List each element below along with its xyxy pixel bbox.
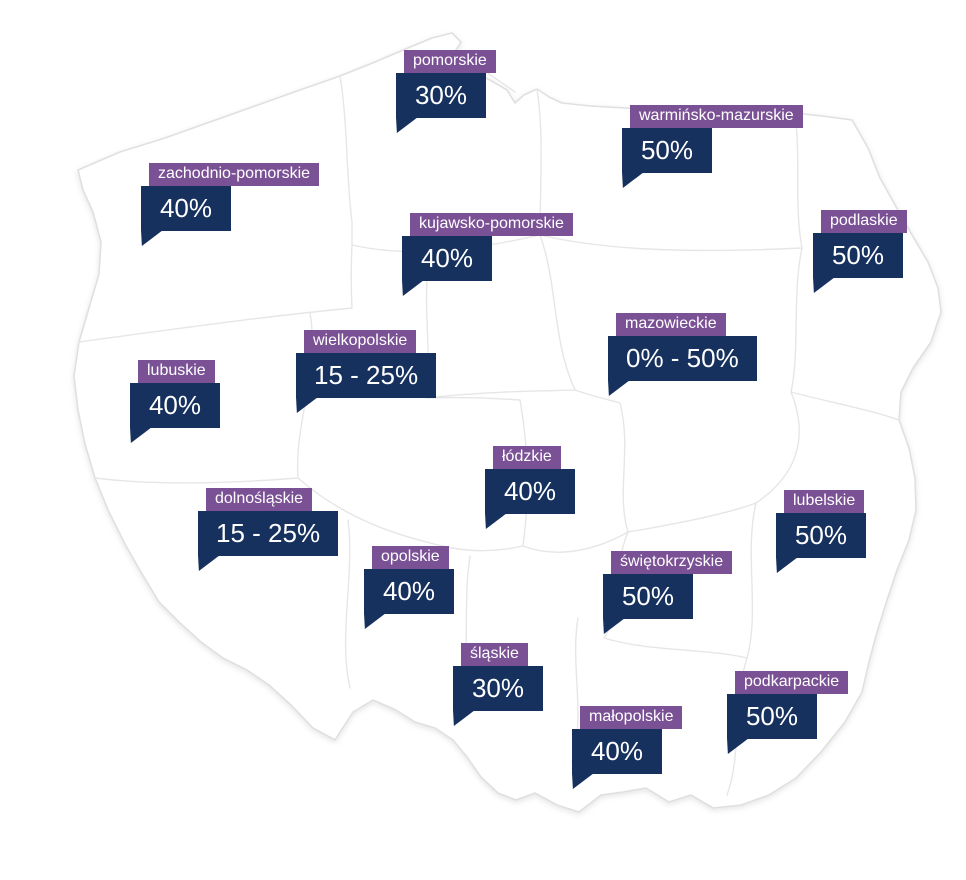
region-name-tag: śląskie: [461, 643, 528, 666]
region-marker-0: pomorskie 30%: [396, 50, 496, 118]
region-name: podkarpackie: [744, 673, 840, 690]
region-name: łódzkie: [502, 448, 552, 465]
region-value-bubble: 0% - 50%: [608, 336, 757, 381]
region-name-tag: warmińsko-mazurskie: [630, 105, 803, 128]
region-name: lubuskie: [147, 362, 206, 379]
region-marker-9: dolnośląskie 15 - 25%: [198, 488, 339, 556]
region-marker-12: świętokrzyskie 50%: [603, 551, 733, 619]
region-name-tag: kujawsko-pomorskie: [410, 213, 573, 236]
region-value: 50%: [794, 520, 848, 550]
region-value: 40%: [148, 390, 202, 420]
region-name: opolskie: [381, 548, 440, 565]
region-value: 30%: [471, 673, 525, 703]
region-name-tag: podlaskie: [821, 210, 907, 233]
region-value: 40%: [382, 576, 436, 606]
region-name: dolnośląskie: [215, 490, 304, 507]
region-value: 40%: [159, 193, 213, 223]
region-value-bubble: 40%: [141, 186, 231, 231]
region-value: 40%: [420, 243, 474, 273]
region-value-bubble: 40%: [572, 729, 662, 774]
region-value: 30%: [414, 80, 468, 110]
region-name-tag: podkarpackie: [735, 671, 849, 694]
region-name-tag: łódzkie: [493, 446, 561, 469]
region-name: zachodnio-pomorskie: [158, 165, 311, 182]
region-value: 40%: [503, 476, 557, 506]
region-name-tag: pomorskie: [404, 50, 496, 73]
region-name: pomorskie: [413, 52, 487, 69]
region-value: 50%: [640, 135, 694, 165]
region-value-bubble: 15 - 25%: [198, 511, 339, 556]
region-value-bubble: 40%: [485, 469, 575, 514]
region-name: wielkopolskie: [313, 332, 408, 349]
region-marker-2: zachodnio-pomorskie 40%: [141, 163, 320, 231]
region-marker-4: podlaskie 50%: [813, 210, 907, 278]
region-marker-6: wielkopolskie 15 - 25%: [296, 330, 437, 398]
region-value: 0% - 50%: [626, 343, 739, 373]
region-marker-11: opolskie 40%: [364, 546, 454, 614]
region-name: małopolskie: [589, 708, 674, 725]
region-name-tag: lubelskie: [784, 490, 865, 513]
country-outline: [73, 32, 942, 813]
region-name: podlaskie: [830, 212, 898, 229]
region-value-bubble: 40%: [130, 383, 220, 428]
region-marker-3: kujawsko-pomorskie 40%: [402, 213, 573, 281]
region-name: warmińsko-mazurskie: [639, 107, 794, 124]
region-marker-7: lubuskie 40%: [130, 360, 220, 428]
region-name: świętokrzyskie: [620, 553, 724, 570]
region-name-tag: małopolskie: [580, 706, 683, 729]
region-value: 15 - 25%: [314, 360, 419, 390]
region-name-tag: zachodnio-pomorskie: [149, 163, 320, 186]
region-marker-5: mazowieckie 0% - 50%: [608, 313, 757, 381]
region-name-tag: świętokrzyskie: [611, 551, 733, 574]
region-value-bubble: 30%: [396, 73, 486, 118]
region-marker-15: małopolskie 40%: [572, 706, 683, 774]
region-value-bubble: 50%: [813, 233, 903, 278]
region-value-bubble: 40%: [402, 236, 492, 281]
region-value-bubble: 15 - 25%: [296, 353, 437, 398]
region-value-bubble: 50%: [776, 513, 866, 558]
region-name-tag: mazowieckie: [616, 313, 726, 336]
region-value-bubble: 50%: [727, 694, 817, 739]
region-name: mazowieckie: [625, 315, 717, 332]
region-marker-8: łódzkie 40%: [485, 446, 575, 514]
region-name: lubelskie: [793, 492, 856, 509]
region-name-tag: opolskie: [372, 546, 449, 569]
region-value-bubble: 30%: [453, 666, 543, 711]
region-value-bubble: 50%: [622, 128, 712, 173]
region-name-tag: wielkopolskie: [304, 330, 417, 353]
region-value-bubble: 50%: [603, 574, 693, 619]
region-name: śląskie: [470, 645, 519, 662]
region-marker-10: lubelskie 50%: [776, 490, 866, 558]
region-marker-1: warmińsko-mazurskie 50%: [622, 105, 803, 173]
region-value: 50%: [621, 581, 675, 611]
region-name: kujawsko-pomorskie: [419, 215, 564, 232]
region-value: 40%: [590, 736, 644, 766]
region-value: 50%: [745, 701, 799, 731]
region-name-tag: dolnośląskie: [206, 488, 313, 511]
region-value: 15 - 25%: [216, 518, 321, 548]
region-marker-13: śląskie 30%: [453, 643, 543, 711]
region-value: 50%: [831, 240, 885, 270]
region-marker-14: podkarpackie 50%: [727, 671, 849, 739]
region-value-bubble: 40%: [364, 569, 454, 614]
region-name-tag: lubuskie: [138, 360, 215, 383]
